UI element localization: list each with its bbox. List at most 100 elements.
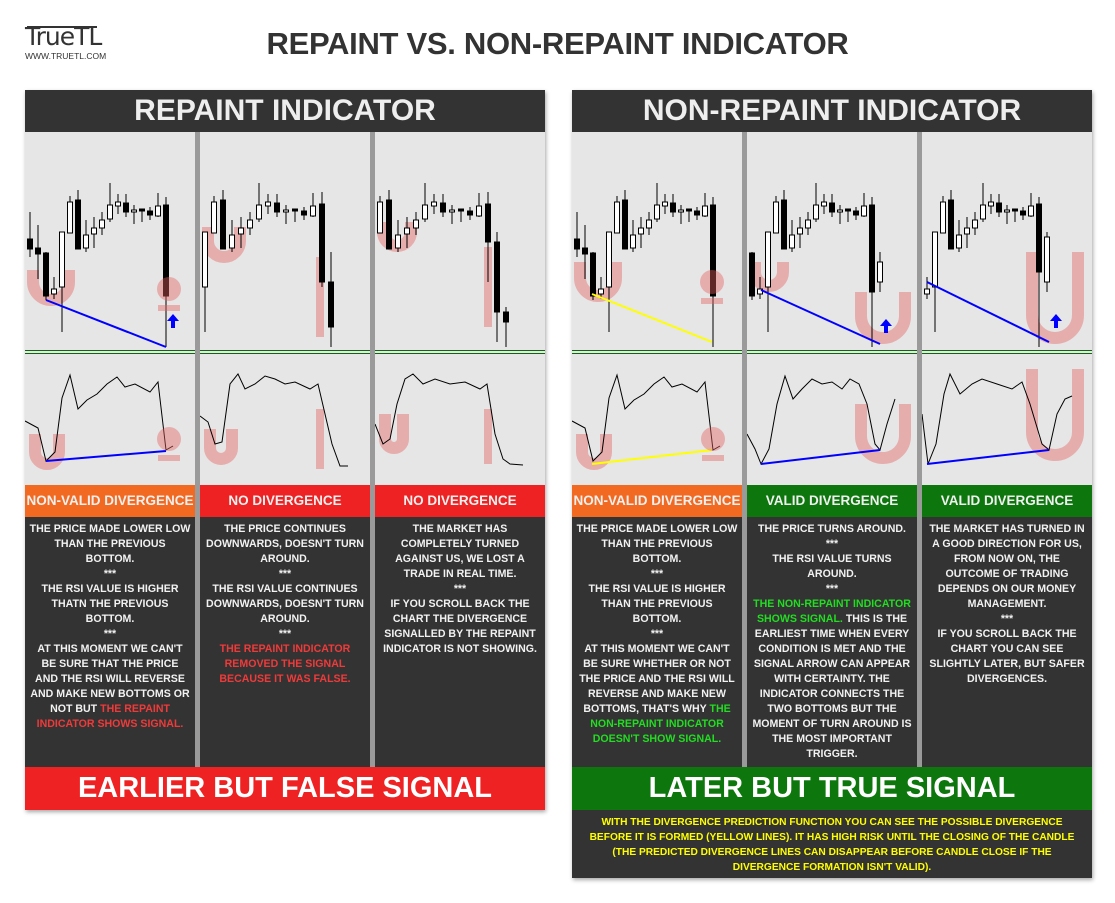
candlestick: [1036, 197, 1042, 347]
candlestick: [67, 196, 73, 234]
description-paragraph: THE MARKET HAS COMPLETELY TURNED AGAINST…: [379, 522, 541, 582]
description-text: IF YOU SCROLL BACK THE CHART YOU CAN SEE…: [929, 628, 1085, 685]
description-paragraph: IF YOU SCROLL BACK THE CHART THE DIVERGE…: [379, 597, 541, 657]
description-text: ***: [650, 628, 664, 640]
candlestick: [948, 190, 954, 250]
pink-u-marker: [204, 429, 238, 465]
pink-u-marker: [855, 404, 911, 464]
candlestick: [274, 194, 280, 217]
candlestick: [238, 217, 244, 248]
description-text: THE MARKET HAS COMPLETELY TURNED AGAINST…: [395, 523, 525, 580]
description-text: THE MARKET HAS TURNED IN A GOOD DIRECTIO…: [929, 523, 1085, 610]
description-text: THE RSI VALUE IS HIGHER THAN THE PREVIOU…: [588, 583, 726, 625]
candlestick: [590, 252, 596, 300]
scenario-description: THE PRICE CONTINUES DOWNWARDS, DOESN'T T…: [200, 517, 370, 767]
rsi-divergence-line: [591, 449, 713, 465]
pink-u-marker: [29, 434, 65, 470]
candlestick: [964, 217, 970, 248]
description-paragraph: THE MARKET HAS TURNED IN A GOOD DIRECTIO…: [926, 522, 1088, 612]
description-text: ***: [825, 538, 839, 550]
candlestick: [662, 194, 668, 214]
candlestick: [395, 220, 401, 252]
description-paragraph: ***: [926, 612, 1088, 627]
candlestick: [988, 194, 994, 214]
pink-bar-marker: [484, 409, 492, 464]
candlestick: [996, 194, 1002, 217]
panel-columns: NON-VALID DIVERGENCE THE PRICE MADE LOWER…: [572, 132, 1092, 767]
price-chart: [200, 132, 370, 350]
description-text: ***: [1000, 613, 1014, 625]
description-paragraph: ***: [29, 567, 191, 582]
chart-divider: [747, 350, 917, 354]
candlestick: [163, 197, 169, 347]
candlestick: [781, 190, 787, 250]
candlestick: [678, 205, 684, 224]
rsi-chart: [922, 354, 1092, 485]
candlestick: [485, 192, 491, 282]
description-paragraph: ***: [204, 627, 366, 642]
divergence-line: [760, 289, 881, 345]
candlestick: [319, 192, 325, 287]
buy-arrow-icon: [880, 319, 892, 333]
candlestick: [155, 193, 161, 217]
candlestick: [829, 194, 835, 217]
description-text: ***: [278, 568, 292, 580]
candlestick: [386, 190, 392, 250]
divergence-label: NON-VALID DIVERGENCE: [572, 485, 742, 517]
candlestick: [972, 212, 978, 235]
candlestick: [467, 207, 473, 220]
pink-u-marker: [1026, 369, 1084, 461]
chart-divider: [25, 350, 195, 354]
logo-website: WWW.TRUETL.COM: [25, 51, 107, 61]
candlestick: [283, 205, 289, 224]
candlestick: [59, 231, 65, 332]
candlestick: [422, 183, 428, 222]
description-paragraph: THE RSI VALUE IS HIGHER THATN THE PREVIO…: [29, 582, 191, 627]
pink-bar-marker: [316, 257, 324, 337]
candlestick: [813, 183, 819, 222]
scenario-column: NO DIVERGENCE THE MARKET HAS COMPLETELY T…: [375, 132, 545, 767]
highlight-text: THE REPAINT INDICATOR REMOVED THE SIGNAL…: [219, 643, 351, 685]
candlestick: [247, 212, 253, 235]
rsi-divergence-line: [760, 449, 881, 465]
candlestick: [35, 225, 41, 279]
candlestick: [1012, 208, 1018, 222]
candlestick: [646, 212, 652, 235]
description-text: THIS IS THE EARLIEST TIME WHEN EVERY CON…: [752, 613, 912, 760]
description-paragraph: THE RSI VALUE TURNS AROUND.: [751, 552, 913, 582]
candlestick: [404, 217, 410, 248]
candlestick: [75, 190, 81, 250]
candlestick: [256, 183, 262, 222]
description-paragraph: THE NON-REPAINT INDICATOR SHOWS SIGNAL. …: [751, 597, 913, 762]
description-paragraph: ***: [379, 582, 541, 597]
candlestick: [131, 205, 137, 224]
description-paragraph: THE REPAINT INDICATOR REMOVED THE SIGNAL…: [204, 642, 366, 687]
candlestick: [749, 252, 755, 300]
candlestick: [220, 190, 226, 250]
rsi-line: [922, 372, 1073, 465]
description-text: THE PRICE TURNS AROUND.: [758, 523, 906, 535]
pink-u-marker: [202, 227, 246, 263]
description-text: ***: [650, 568, 664, 580]
pink-u-marker: [27, 270, 75, 306]
pink-u-marker: [855, 292, 911, 344]
candlestick: [614, 196, 620, 234]
candlestick: [503, 307, 509, 347]
description-text: AT THIS MOMENT WE CAN'T BE SURE WHETHER …: [579, 643, 735, 715]
rsi-line: [25, 373, 174, 462]
rsi-line: [375, 373, 524, 466]
candlestick: [1020, 207, 1026, 220]
candlestick: [797, 217, 803, 248]
scenario-description: THE MARKET HAS TURNED IN A GOOD DIRECTIO…: [922, 517, 1092, 767]
description-text: IF YOU SCROLL BACK THE CHART THE DIVERGE…: [383, 598, 537, 655]
candlestick: [292, 208, 298, 222]
candlestick: [377, 196, 383, 234]
candlestick: [877, 252, 883, 292]
description-paragraph: THE PRICE MADE LOWER LOW THAN THE PREVIO…: [576, 522, 738, 567]
buy-arrow-icon: [1050, 314, 1062, 328]
candlestick: [670, 194, 676, 217]
scenario-column: NON-VALID DIVERGENCE THE PRICE MADE LOWER…: [25, 132, 195, 767]
description-text: ***: [103, 568, 117, 580]
signal-highlight-bar: [701, 298, 723, 304]
chart-divider: [200, 350, 370, 354]
